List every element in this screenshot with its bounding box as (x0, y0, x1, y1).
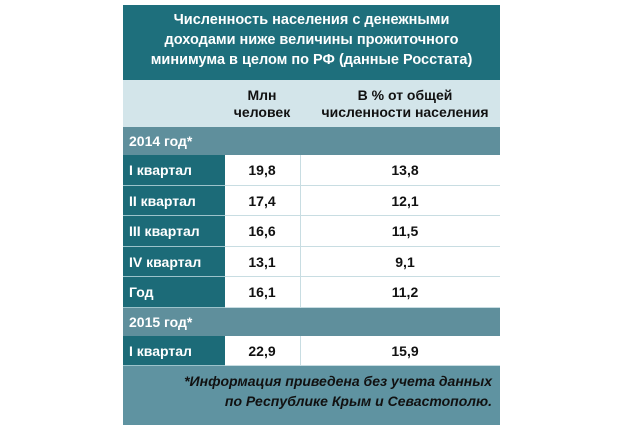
value: 17,4 (248, 192, 276, 209)
value-cell (225, 277, 500, 308)
row-label: II квартал (129, 192, 196, 209)
value: 11,5 (391, 223, 419, 239)
row-label-cell (123, 277, 225, 308)
row-label-cell (123, 216, 225, 247)
footnote-line: по Республике Крым и Севастополю. (224, 393, 492, 409)
column-divider (300, 246, 301, 277)
section-row (123, 307, 500, 336)
value: 19,8 (248, 162, 276, 178)
value: 16,1 (248, 284, 276, 300)
column-divider (300, 185, 301, 216)
value: 13,1 (248, 253, 276, 270)
column-divider (300, 277, 301, 308)
value: 13,8 (391, 162, 419, 178)
row-label: Год (129, 284, 154, 300)
value: 22,9 (248, 342, 276, 359)
row-label-cell (123, 246, 225, 277)
row-label-cell (123, 335, 225, 366)
title-bg (123, 5, 500, 80)
row-label: I квартал (129, 342, 192, 359)
value: 12,1 (391, 192, 419, 209)
row-label: IV квартал (129, 253, 202, 270)
footnote-bg (123, 366, 500, 425)
footnote-line: *Информация приведена без учета данных (184, 373, 492, 389)
value-cell (225, 185, 500, 216)
column-header: В % от общей (357, 87, 453, 103)
value: 9,1 (395, 253, 415, 270)
column-divider (300, 155, 301, 186)
value: 16,6 (248, 223, 276, 239)
row-label-cell (123, 155, 225, 186)
value: 15,9 (391, 342, 419, 359)
value-cell (225, 335, 500, 366)
column-divider (300, 335, 301, 366)
column-divider (300, 216, 301, 247)
header-bg (123, 80, 500, 127)
column-header: человек (233, 104, 291, 120)
title-line: доходами ниже величины прожиточного (164, 32, 459, 48)
section-row (123, 127, 500, 155)
value-cell (225, 216, 500, 247)
row-label: I квартал (129, 162, 192, 178)
column-header: Млн (247, 87, 277, 103)
column-header: численности населения (321, 104, 489, 120)
value-cell (225, 155, 500, 186)
value: 11,2 (391, 284, 419, 300)
title-line: минимума в целом по РФ (данные Росстата) (150, 52, 473, 68)
title-line: Численность населения с денежными (173, 12, 450, 28)
section-label: 2014 год* (129, 133, 193, 149)
section-label: 2015 год* (129, 313, 193, 330)
row-label-cell (123, 185, 225, 216)
value-cell (225, 246, 500, 277)
row-label: III квартал (129, 223, 200, 239)
